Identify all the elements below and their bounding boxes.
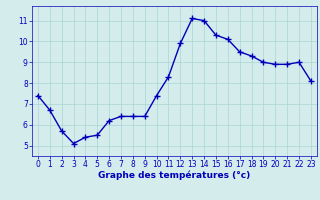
X-axis label: Graphe des températures (°c): Graphe des températures (°c) [98,171,251,180]
